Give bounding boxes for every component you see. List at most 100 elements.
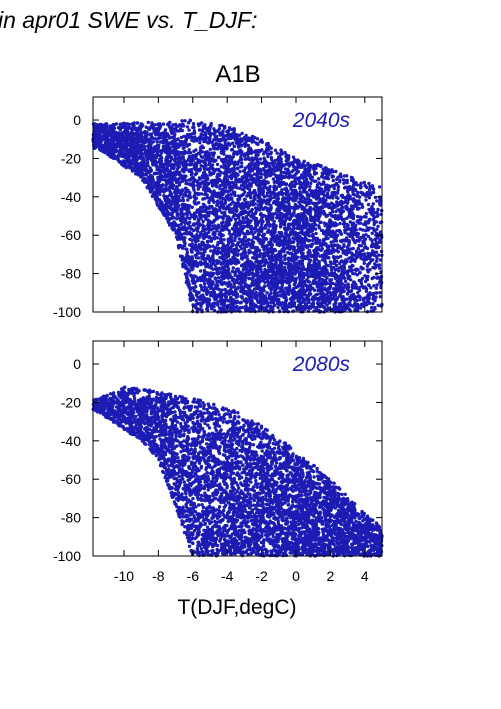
data-point xyxy=(199,164,203,168)
data-point xyxy=(198,140,202,145)
data-point xyxy=(296,242,300,246)
data-point xyxy=(272,219,276,224)
data-point xyxy=(180,209,184,213)
data-point xyxy=(260,222,264,227)
data-point xyxy=(189,195,193,199)
data-point xyxy=(235,286,240,291)
data-point xyxy=(373,253,377,258)
data-point xyxy=(325,292,329,297)
data-point xyxy=(206,254,210,258)
data-point xyxy=(373,305,377,310)
data-point xyxy=(368,184,372,189)
data-point xyxy=(178,218,183,223)
data-point xyxy=(217,246,221,251)
data-point xyxy=(184,280,189,285)
data-point xyxy=(295,226,299,230)
data-point xyxy=(275,216,279,220)
data-point xyxy=(220,123,224,128)
data-point xyxy=(349,259,353,264)
data-point xyxy=(213,263,217,267)
data-point xyxy=(338,172,343,176)
data-point xyxy=(187,128,191,132)
data-point xyxy=(342,264,346,269)
data-point xyxy=(332,186,336,191)
data-point xyxy=(158,165,162,170)
data-point xyxy=(376,213,380,217)
data-point xyxy=(324,232,329,236)
data-point xyxy=(199,205,203,210)
data-point xyxy=(360,267,364,271)
data-point xyxy=(150,121,154,125)
data-point xyxy=(254,290,258,295)
data-point xyxy=(260,161,264,166)
data-point xyxy=(294,182,298,186)
data-point xyxy=(220,288,224,292)
data-point xyxy=(375,199,379,203)
data-point xyxy=(306,200,310,205)
data-point xyxy=(216,276,221,280)
data-point xyxy=(350,283,355,287)
data-point xyxy=(230,141,235,145)
data-point xyxy=(264,258,268,262)
data-point xyxy=(248,268,252,272)
data-point xyxy=(153,123,157,127)
data-point xyxy=(251,292,255,296)
data-point xyxy=(368,226,372,230)
data-point xyxy=(155,201,159,205)
data-point xyxy=(200,223,205,227)
data-point xyxy=(315,273,320,277)
data-point xyxy=(240,243,244,247)
data-point xyxy=(254,154,258,158)
data-point xyxy=(331,255,336,259)
data-point xyxy=(304,244,308,248)
data-point xyxy=(370,238,374,243)
data-point xyxy=(236,260,240,265)
data-point xyxy=(194,298,198,303)
data-point xyxy=(335,177,339,181)
data-point xyxy=(207,200,211,205)
data-point xyxy=(188,230,192,234)
data-point xyxy=(207,230,211,235)
data-point xyxy=(221,220,225,224)
data-point xyxy=(161,183,165,188)
data-point xyxy=(233,193,237,198)
data-point xyxy=(287,164,291,168)
data-point xyxy=(275,286,279,290)
data-point xyxy=(265,194,269,198)
data-point xyxy=(218,187,222,191)
data-point xyxy=(292,199,296,203)
data-point xyxy=(314,179,318,183)
data-point xyxy=(274,273,279,278)
data-point xyxy=(302,241,307,245)
data-point xyxy=(108,124,112,128)
data-point xyxy=(252,157,256,161)
data-point xyxy=(247,293,252,297)
data-point xyxy=(181,196,185,200)
data-point xyxy=(359,281,363,285)
data-point xyxy=(243,272,247,276)
data-point xyxy=(363,229,368,233)
data-point xyxy=(311,295,315,299)
data-point xyxy=(189,227,193,231)
data-point xyxy=(314,296,319,301)
data-point xyxy=(211,199,216,203)
figure-heading: in apr01 SWE vs. T_DJF: xyxy=(0,7,257,33)
data-point xyxy=(352,286,356,290)
data-point xyxy=(351,216,356,221)
data-point xyxy=(334,169,338,174)
data-point xyxy=(145,162,149,166)
data-point xyxy=(238,169,242,174)
data-point xyxy=(222,238,226,242)
data-point xyxy=(308,185,312,189)
data-point xyxy=(359,306,363,310)
data-point xyxy=(180,119,184,123)
data-point xyxy=(211,227,215,231)
data-point xyxy=(253,230,257,234)
data-point xyxy=(257,253,261,258)
data-point xyxy=(279,201,283,205)
data-point xyxy=(271,201,276,205)
data-point xyxy=(176,137,180,141)
data-point xyxy=(329,240,333,244)
data-point xyxy=(308,258,312,262)
